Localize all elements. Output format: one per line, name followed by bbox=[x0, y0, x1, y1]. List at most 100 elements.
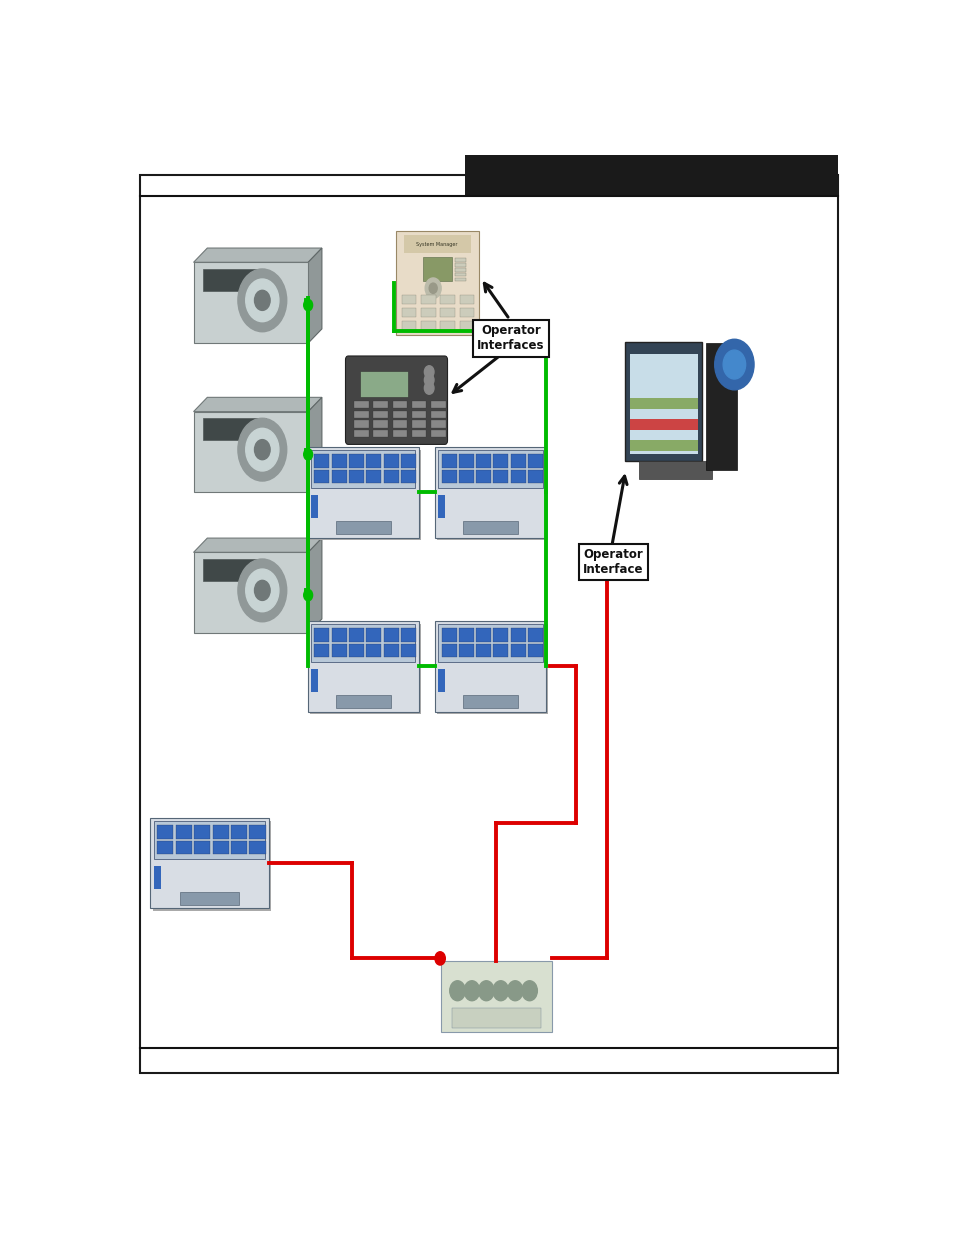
FancyBboxPatch shape bbox=[373, 420, 388, 427]
Circle shape bbox=[303, 299, 313, 311]
FancyBboxPatch shape bbox=[395, 231, 478, 335]
Circle shape bbox=[303, 589, 313, 601]
FancyBboxPatch shape bbox=[435, 447, 545, 537]
Circle shape bbox=[507, 981, 522, 1000]
Circle shape bbox=[237, 269, 287, 332]
FancyBboxPatch shape bbox=[250, 825, 265, 839]
FancyBboxPatch shape bbox=[440, 295, 455, 304]
FancyBboxPatch shape bbox=[354, 430, 368, 437]
FancyBboxPatch shape bbox=[412, 420, 426, 427]
FancyBboxPatch shape bbox=[311, 450, 415, 488]
FancyBboxPatch shape bbox=[393, 430, 407, 437]
FancyBboxPatch shape bbox=[436, 450, 547, 541]
FancyBboxPatch shape bbox=[440, 961, 551, 1032]
FancyBboxPatch shape bbox=[476, 454, 491, 468]
Circle shape bbox=[493, 981, 508, 1000]
FancyBboxPatch shape bbox=[349, 643, 364, 657]
FancyBboxPatch shape bbox=[314, 469, 329, 483]
FancyBboxPatch shape bbox=[437, 669, 444, 692]
Circle shape bbox=[425, 278, 440, 299]
FancyBboxPatch shape bbox=[231, 841, 247, 855]
FancyBboxPatch shape bbox=[435, 621, 545, 711]
FancyBboxPatch shape bbox=[345, 356, 447, 445]
FancyBboxPatch shape bbox=[510, 643, 525, 657]
FancyBboxPatch shape bbox=[630, 440, 698, 451]
FancyBboxPatch shape bbox=[157, 825, 173, 839]
FancyBboxPatch shape bbox=[630, 353, 698, 454]
FancyBboxPatch shape bbox=[493, 629, 508, 642]
FancyBboxPatch shape bbox=[400, 469, 416, 483]
FancyBboxPatch shape bbox=[400, 643, 416, 657]
Polygon shape bbox=[193, 248, 321, 262]
FancyBboxPatch shape bbox=[193, 411, 308, 493]
FancyBboxPatch shape bbox=[250, 841, 265, 855]
Circle shape bbox=[246, 569, 278, 611]
FancyBboxPatch shape bbox=[441, 469, 456, 483]
FancyBboxPatch shape bbox=[401, 309, 416, 317]
Circle shape bbox=[303, 448, 313, 461]
FancyBboxPatch shape bbox=[493, 469, 508, 483]
FancyBboxPatch shape bbox=[436, 624, 547, 715]
Circle shape bbox=[478, 981, 494, 1000]
FancyBboxPatch shape bbox=[459, 295, 474, 304]
FancyBboxPatch shape bbox=[157, 841, 173, 855]
FancyBboxPatch shape bbox=[527, 454, 542, 468]
FancyBboxPatch shape bbox=[314, 643, 329, 657]
FancyBboxPatch shape bbox=[510, 629, 525, 642]
Circle shape bbox=[714, 340, 753, 390]
FancyBboxPatch shape bbox=[437, 495, 444, 517]
FancyBboxPatch shape bbox=[366, 629, 381, 642]
Circle shape bbox=[246, 429, 278, 471]
FancyBboxPatch shape bbox=[403, 236, 470, 253]
FancyBboxPatch shape bbox=[373, 401, 388, 409]
FancyBboxPatch shape bbox=[624, 342, 701, 462]
FancyBboxPatch shape bbox=[231, 825, 247, 839]
FancyBboxPatch shape bbox=[412, 401, 426, 409]
FancyBboxPatch shape bbox=[455, 258, 465, 262]
FancyBboxPatch shape bbox=[359, 370, 408, 396]
FancyBboxPatch shape bbox=[458, 469, 474, 483]
FancyBboxPatch shape bbox=[459, 321, 474, 330]
Circle shape bbox=[424, 366, 434, 378]
Polygon shape bbox=[193, 538, 321, 552]
FancyBboxPatch shape bbox=[462, 695, 517, 708]
FancyBboxPatch shape bbox=[152, 821, 271, 911]
FancyBboxPatch shape bbox=[349, 629, 364, 642]
Circle shape bbox=[521, 981, 537, 1000]
FancyBboxPatch shape bbox=[639, 462, 712, 479]
FancyBboxPatch shape bbox=[308, 447, 418, 537]
FancyBboxPatch shape bbox=[401, 295, 416, 304]
Circle shape bbox=[722, 350, 745, 379]
Text: System Manager: System Manager bbox=[416, 242, 457, 247]
FancyBboxPatch shape bbox=[366, 469, 381, 483]
FancyBboxPatch shape bbox=[311, 624, 415, 662]
FancyBboxPatch shape bbox=[440, 309, 455, 317]
Circle shape bbox=[424, 374, 434, 387]
FancyBboxPatch shape bbox=[527, 643, 542, 657]
FancyBboxPatch shape bbox=[476, 469, 491, 483]
FancyBboxPatch shape bbox=[630, 398, 698, 409]
FancyBboxPatch shape bbox=[422, 257, 451, 282]
Text: Operator
Interface: Operator Interface bbox=[582, 548, 642, 576]
FancyBboxPatch shape bbox=[400, 629, 416, 642]
FancyBboxPatch shape bbox=[510, 469, 525, 483]
FancyBboxPatch shape bbox=[393, 401, 407, 409]
FancyBboxPatch shape bbox=[383, 454, 398, 468]
FancyBboxPatch shape bbox=[431, 420, 445, 427]
FancyBboxPatch shape bbox=[354, 411, 368, 417]
FancyBboxPatch shape bbox=[193, 262, 308, 343]
FancyBboxPatch shape bbox=[332, 629, 346, 642]
FancyBboxPatch shape bbox=[332, 469, 346, 483]
FancyBboxPatch shape bbox=[366, 643, 381, 657]
Circle shape bbox=[254, 440, 270, 459]
FancyBboxPatch shape bbox=[630, 419, 698, 430]
FancyBboxPatch shape bbox=[421, 295, 436, 304]
Circle shape bbox=[424, 382, 434, 394]
FancyBboxPatch shape bbox=[175, 825, 192, 839]
FancyBboxPatch shape bbox=[441, 629, 456, 642]
FancyBboxPatch shape bbox=[421, 309, 436, 317]
FancyBboxPatch shape bbox=[493, 454, 508, 468]
FancyBboxPatch shape bbox=[202, 559, 266, 580]
FancyBboxPatch shape bbox=[332, 643, 346, 657]
FancyBboxPatch shape bbox=[335, 521, 391, 534]
